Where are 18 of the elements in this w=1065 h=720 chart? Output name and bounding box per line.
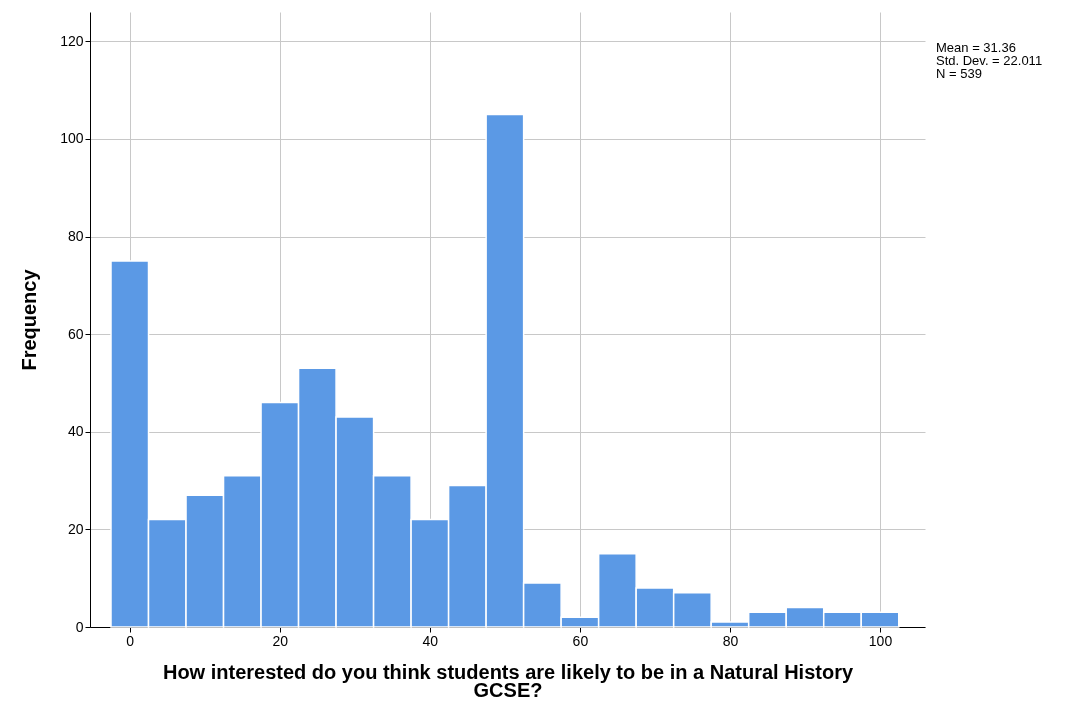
x-tick-label: 60 [572, 632, 589, 649]
x-tick-label: 0 [126, 632, 135, 649]
text: Std. Dev. = 22.011 [936, 53, 1043, 68]
x-tick-label: 20 [272, 632, 289, 649]
x-tick-label: 80 [722, 632, 739, 649]
x-axis-title: How interested do you think students are likely to be in a Natural History GCSE? [162, 660, 854, 701]
x-tick-label: 40 [422, 632, 439, 649]
text: Mean = 31.36 [936, 40, 1016, 55]
x-tick-label: 100 [868, 632, 893, 649]
y-axis-title: Frequency [18, 268, 41, 371]
y-tick-label: 80 [67, 228, 84, 245]
y-tick-label: 20 [67, 520, 84, 537]
y-tick-label: 0 [75, 618, 84, 635]
y-tick-label: 40 [67, 423, 84, 440]
text: N = 539 [936, 66, 982, 81]
y-tick-label: 120 [60, 32, 84, 49]
y-tick-label: 60 [67, 325, 84, 342]
y-tick-label: 100 [60, 130, 84, 147]
